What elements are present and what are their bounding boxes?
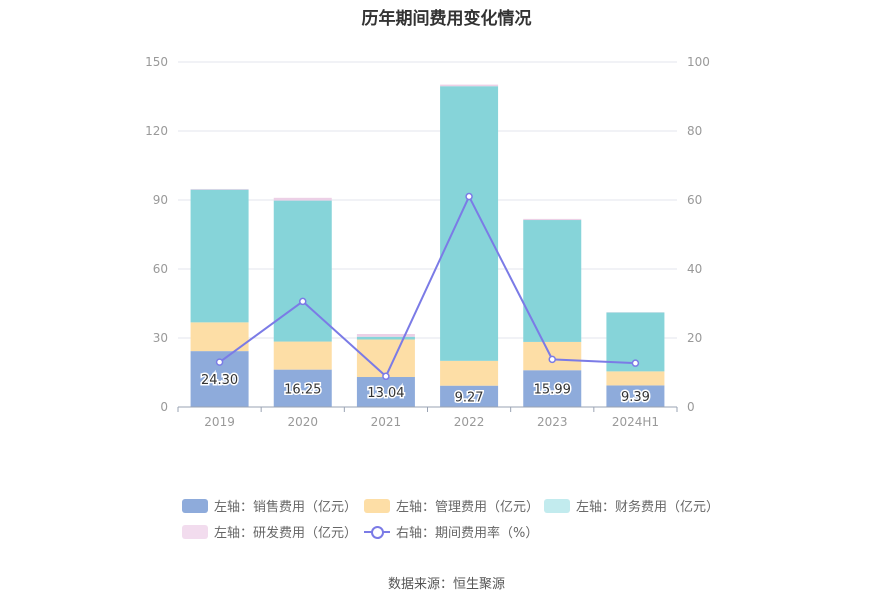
- x-tick-label: 2024H1: [612, 415, 659, 429]
- legend-label-rd: 左轴：研发费用（亿元）: [214, 526, 358, 541]
- rate-point: [631, 359, 640, 367]
- sales-value-label: 24.30: [201, 373, 238, 388]
- right-tick-label: 80: [687, 124, 702, 138]
- right-tick-label: 100: [687, 55, 710, 69]
- sales-value-label: 13.04: [367, 386, 404, 401]
- bar-segment-admin: [190, 322, 249, 352]
- rate-point: [299, 297, 307, 306]
- bar-segment-admin: [440, 360, 499, 386]
- left-tick-label: 60: [153, 262, 168, 276]
- rate-point: [465, 192, 473, 201]
- legend-item-rate[interactable]: 右轴：期间费用率（%）: [364, 522, 538, 541]
- bar-segment-finance: [356, 336, 415, 340]
- bar-segment-sales: [606, 385, 665, 407]
- left-axis-ticks: 0 30 60 90 120 150: [145, 55, 168, 414]
- x-tick-label: 2021: [371, 415, 402, 429]
- legend-line-rate-icon: [364, 525, 390, 539]
- legend-label-rate: 右轴：期间费用率（%）: [396, 526, 539, 541]
- grid-lines: [178, 61, 677, 339]
- legend-label-finance: 左轴：财务费用（亿元）: [576, 500, 720, 515]
- right-tick-label: 60: [687, 193, 702, 207]
- bar-segment-rd: [356, 333, 415, 337]
- sales-value-label: 15.99: [534, 383, 571, 398]
- bar-segment-finance: [440, 86, 499, 361]
- x-tick-label: 2023: [537, 415, 568, 429]
- legend-swatch-admin: [364, 498, 390, 513]
- legend-item-rd[interactable]: 左轴：研发费用（亿元）: [182, 522, 357, 541]
- bar-stacks: [190, 84, 665, 407]
- legend-label-sales: 左轴：销售费用（亿元）: [214, 500, 358, 515]
- rate-line: [215, 192, 640, 381]
- bar-segment-finance: [190, 189, 249, 323]
- bar-segment-sales: [440, 385, 499, 407]
- left-tick-label: 120: [145, 124, 168, 138]
- legend-item-finance[interactable]: 左轴：财务费用（亿元）: [544, 496, 719, 515]
- legend-item-sales[interactable]: 左轴：销售费用（亿元）: [182, 496, 357, 515]
- rate-line-path: [218, 194, 636, 378]
- left-tick-label: 90: [153, 193, 168, 207]
- chart-title: 历年期间费用变化情况: [361, 9, 532, 29]
- bar-value-labels: 24.30 16.25 13.04 9.27 15.99 9.39: [199, 372, 651, 407]
- legend-swatch-rd: [182, 524, 208, 539]
- sales-value-label: 9.39: [621, 390, 650, 405]
- left-tick-label: 0: [160, 400, 168, 414]
- bar-segment-sales: [523, 370, 582, 407]
- x-tick-label: 2020: [287, 415, 318, 429]
- legend-item-admin[interactable]: 左轴：管理费用（亿元）: [364, 496, 539, 515]
- x-tick-label: 2019: [204, 415, 235, 429]
- x-tick-label: 2022: [454, 415, 485, 429]
- bar-segment-admin: [606, 371, 665, 386]
- legend-swatch-sales: [182, 498, 208, 513]
- left-tick-label: 30: [153, 331, 168, 345]
- rate-point: [382, 372, 390, 381]
- sales-value-label: 9.27: [455, 390, 484, 405]
- bar-segment-admin: [273, 341, 332, 370]
- bar-segment-sales: [356, 377, 415, 407]
- right-tick-label: 0: [687, 400, 695, 414]
- legend-label-admin: 左轴：管理费用（亿元）: [396, 500, 540, 515]
- bar-segment-rd: [523, 218, 582, 221]
- sales-value-label: 16.25: [284, 382, 321, 397]
- bar-segment-rd: [440, 84, 499, 87]
- legend-swatch-finance: [544, 498, 570, 513]
- right-axis-ticks: 0 20 40 60 80 100: [687, 55, 710, 414]
- right-tick-label: 20: [687, 331, 702, 345]
- right-tick-label: 40: [687, 262, 702, 276]
- bar-segment-finance: [523, 220, 582, 342]
- data-source-note: 数据来源：恒生聚源: [387, 577, 505, 592]
- rate-point: [548, 355, 556, 364]
- bar-segment-rd: [273, 197, 332, 201]
- rate-point: [215, 358, 224, 366]
- bar-segment-rd: [190, 188, 249, 190]
- bar-segment-sales: [273, 369, 332, 407]
- left-tick-label: 150: [145, 55, 168, 69]
- x-axis: 2019 2020 2021 2022 2023 2024H1: [177, 406, 678, 429]
